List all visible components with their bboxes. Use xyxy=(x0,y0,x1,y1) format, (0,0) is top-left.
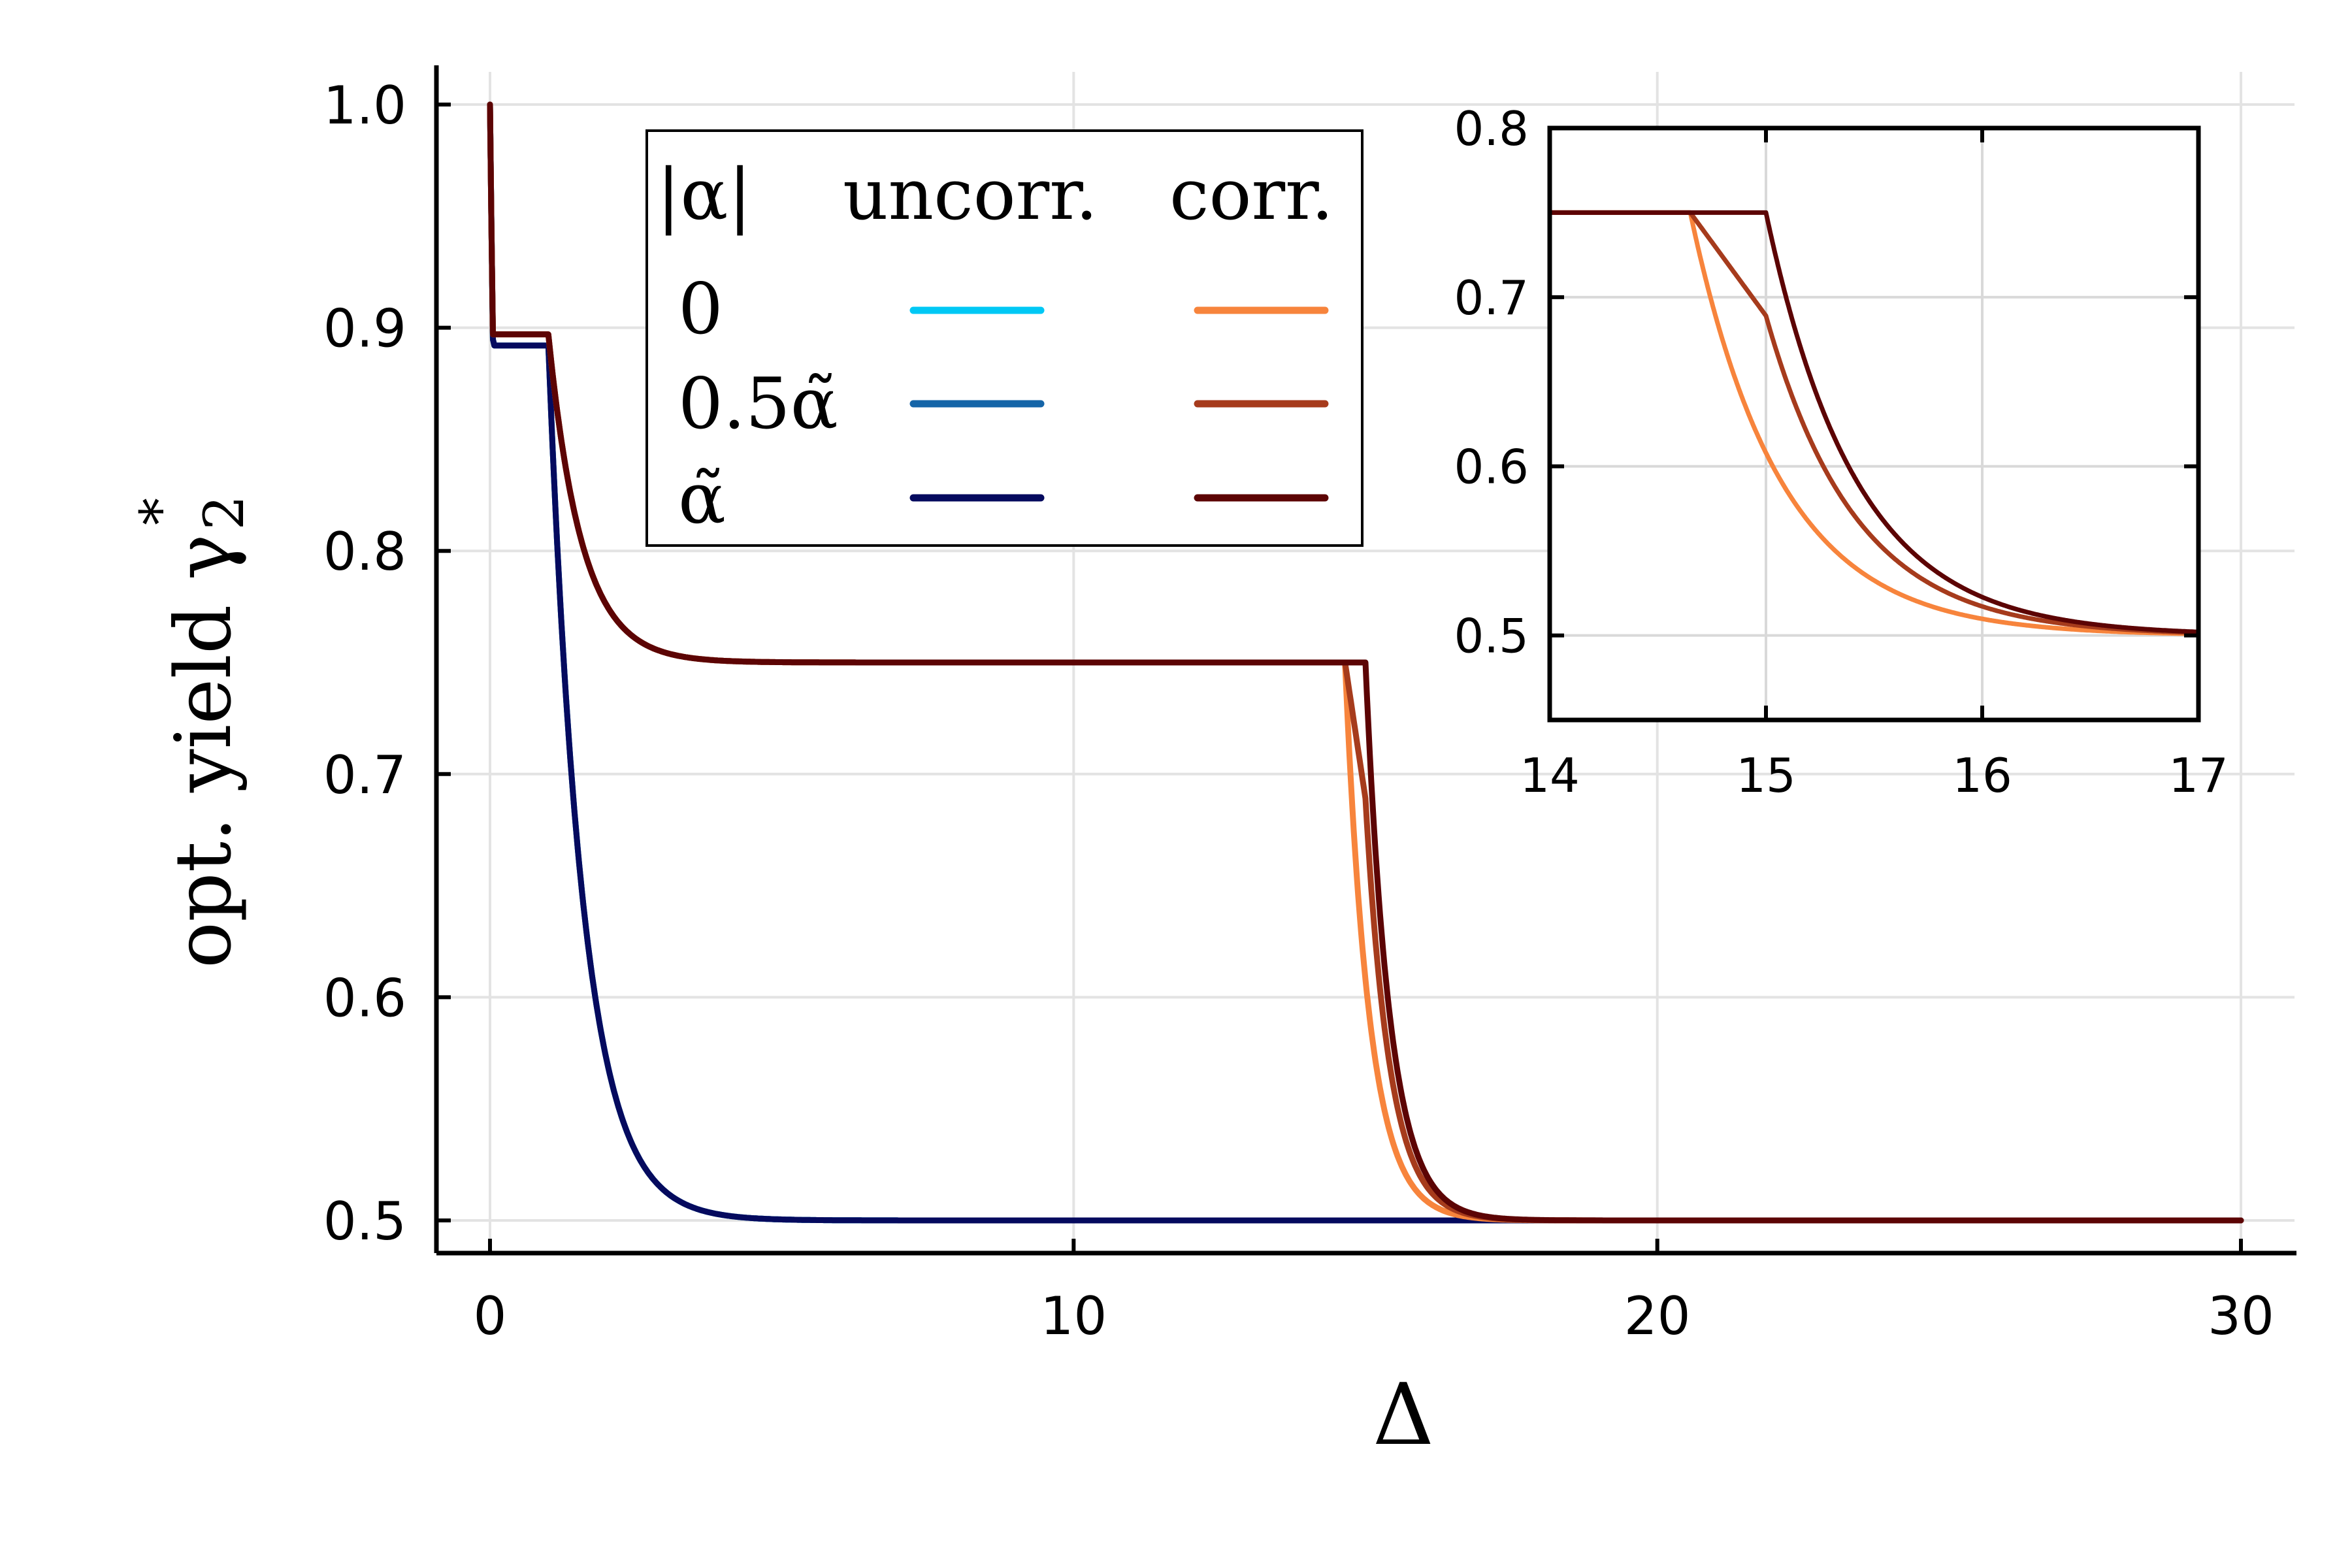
inset-y-tick-label: 0.8 xyxy=(1454,101,1529,156)
legend: |α| uncorr. corr. 0 0.5α̃ α̃ xyxy=(645,129,1364,547)
legend-box xyxy=(645,129,1364,547)
series-line xyxy=(487,101,2244,1224)
inset-chart: 14 15 16 17 0.5 0.6 0.7 0.8 xyxy=(1454,101,2228,803)
x-tick-label: 10 xyxy=(1040,1286,1107,1347)
main-axes xyxy=(434,65,2296,1256)
y-axis-label: opt. yield γ 2* xyxy=(128,495,256,968)
inset-y-tick-label: 0.6 xyxy=(1454,440,1529,495)
main-series xyxy=(487,101,2244,1224)
inset-x-tick-label: 14 xyxy=(1520,748,1580,803)
inset-series xyxy=(1548,210,2200,636)
inset-y-tick-label: 0.5 xyxy=(1454,609,1529,664)
inset-ticks: 14 15 16 17 0.5 0.6 0.7 0.8 xyxy=(1454,101,2228,803)
y-tick-label: 0.5 xyxy=(323,1191,406,1252)
y-axis-label-sup: * xyxy=(128,498,192,525)
inset-frame xyxy=(1547,125,2201,723)
legend-row-label: 0.5α̃ xyxy=(678,363,838,445)
inset-background xyxy=(1550,128,2198,720)
inset-series-line xyxy=(1548,210,2200,634)
main-ticks: 0 10 20 30 0.5 0.6 0.7 0.8 0.9 1.0 xyxy=(323,75,2274,1347)
legend-row-label: 0 xyxy=(678,269,723,350)
inset-x-tick-label: 16 xyxy=(1952,748,2012,803)
x-tick-label: 20 xyxy=(1624,1286,1691,1347)
legend-row-label: α̃ xyxy=(678,458,726,540)
y-tick-label: 0.9 xyxy=(323,299,406,359)
inset-x-tick-label: 15 xyxy=(1736,748,1796,803)
legend-header-alpha: |α| xyxy=(657,154,752,236)
legend-header-corr: corr. xyxy=(1169,154,1333,236)
legend-header-uncorr: uncorr. xyxy=(843,154,1098,236)
legend-swatches xyxy=(909,306,1329,502)
inset-x-tick-label: 17 xyxy=(2168,748,2229,803)
y-axis-label-sub: 2 xyxy=(192,495,256,530)
inset-y-tick-label: 0.7 xyxy=(1454,270,1529,325)
y-axis-label-main: opt. yield γ xyxy=(158,534,248,968)
y-tick-label: 0.6 xyxy=(323,968,406,1028)
x-axis-label: Δ xyxy=(1373,1365,1434,1464)
svg-text:opt. yield γ2*: opt. yield γ 2* xyxy=(128,495,256,968)
y-tick-label: 0.8 xyxy=(323,521,406,582)
y-tick-label: 0.7 xyxy=(323,745,406,806)
x-tick-label: 0 xyxy=(474,1286,507,1347)
y-tick-label: 1.0 xyxy=(323,75,406,136)
x-tick-label: 30 xyxy=(2208,1286,2274,1347)
